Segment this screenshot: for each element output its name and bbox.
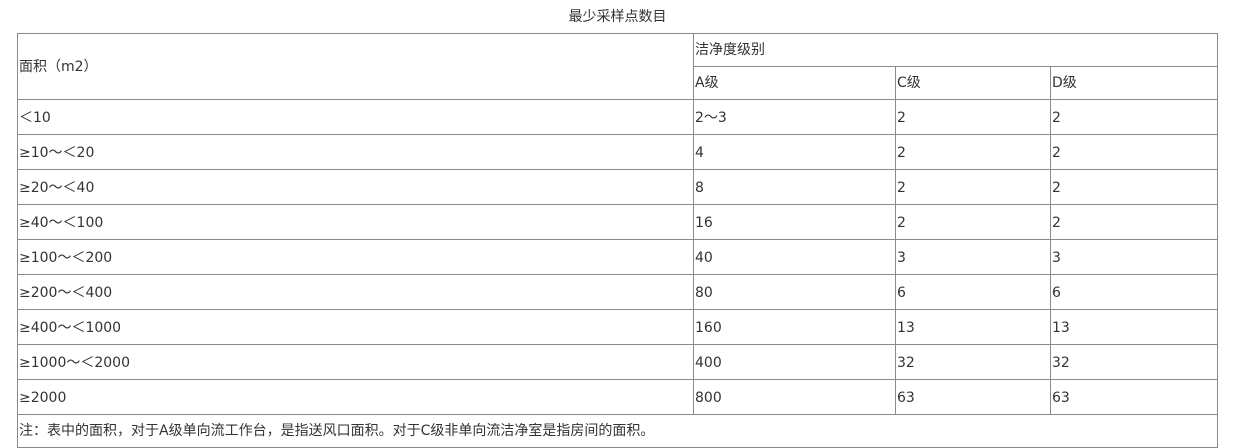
cell-a: 16 <box>693 204 896 240</box>
table-row: ≥1000～＜2000 400 32 32 <box>17 344 1218 380</box>
cell-d: 2 <box>1050 204 1218 240</box>
cell-a: 8 <box>693 169 896 205</box>
table-row: ＜10 2～3 2 2 <box>17 99 1218 135</box>
cell-c: 6 <box>895 274 1051 310</box>
cell-a: 160 <box>693 309 896 345</box>
cell-d: 63 <box>1050 379 1218 415</box>
cell-d: 2 <box>1050 134 1218 170</box>
cell-area: ≥20～＜40 <box>17 169 694 205</box>
cell-d: 6 <box>1050 274 1218 310</box>
cell-a: 40 <box>693 239 896 275</box>
cell-c: 2 <box>895 99 1051 135</box>
cell-a: 4 <box>693 134 896 170</box>
table-note: 注：表中的面积，对于A级单向流工作台，是指送风口面积。对于C级非单向流洁净室是指… <box>17 414 1218 448</box>
table-row: ≥100～＜200 40 3 3 <box>17 239 1218 275</box>
header-area: 面积（m2） <box>17 33 694 100</box>
header-grade-c: C级 <box>895 66 1051 100</box>
cell-d: 32 <box>1050 344 1218 380</box>
cell-c: 63 <box>895 379 1051 415</box>
cell-d: 3 <box>1050 239 1218 275</box>
cell-a: 800 <box>693 379 896 415</box>
cell-area: ≥1000～＜2000 <box>17 344 694 380</box>
table-title: 最少采样点数目 <box>568 9 667 25</box>
cell-c: 3 <box>895 239 1051 275</box>
cell-a: 80 <box>693 274 896 310</box>
cell-area: ≥100～＜200 <box>17 239 694 275</box>
cell-a: 2～3 <box>693 99 896 135</box>
header-grades-row: A级 C级 D级 <box>18 66 1218 100</box>
note-row: 注：表中的面积，对于A级单向流工作台，是指送风口面积。对于C级非单向流洁净室是指… <box>17 414 1218 448</box>
header-row: 面积（m2） 洁净度级别 <box>17 33 1218 100</box>
cell-c: 13 <box>895 309 1051 345</box>
cell-area: ≥200～＜400 <box>17 274 694 310</box>
cell-d: 2 <box>1050 169 1218 205</box>
cell-c: 32 <box>895 344 1051 380</box>
cell-area: ≥2000 <box>17 379 694 415</box>
header-grade-d: D级 <box>1050 66 1218 100</box>
table-row: ≥10～＜20 4 2 2 <box>17 134 1218 170</box>
table-row: ≥40～＜100 16 2 2 <box>17 204 1218 240</box>
cell-d: 2 <box>1050 99 1218 135</box>
cell-area: ≥400～＜1000 <box>17 309 694 345</box>
cell-c: 2 <box>895 204 1051 240</box>
cell-a: 400 <box>693 344 896 380</box>
header-cleanliness: 洁净度级别 <box>693 33 1218 67</box>
table-row: ≥20～＜40 8 2 2 <box>17 169 1218 205</box>
cell-area: ≥40～＜100 <box>17 204 694 240</box>
cell-area: ≥10～＜20 <box>17 134 694 170</box>
header-grade-a: A级 <box>693 66 896 100</box>
cell-c: 2 <box>895 169 1051 205</box>
sampling-points-table: 面积（m2） 洁净度级别 A级 C级 D级 ＜10 2～3 2 2 ≥10～＜20 4 2 2… <box>17 33 1218 448</box>
table-row: ≥200～＜400 80 6 6 <box>17 274 1218 310</box>
cell-area: ＜10 <box>17 99 694 135</box>
table-row: ≥400～＜1000 160 13 13 <box>17 309 1218 345</box>
cell-d: 13 <box>1050 309 1218 345</box>
cell-c: 2 <box>895 134 1051 170</box>
table-row: ≥2000 800 63 63 <box>17 379 1218 415</box>
